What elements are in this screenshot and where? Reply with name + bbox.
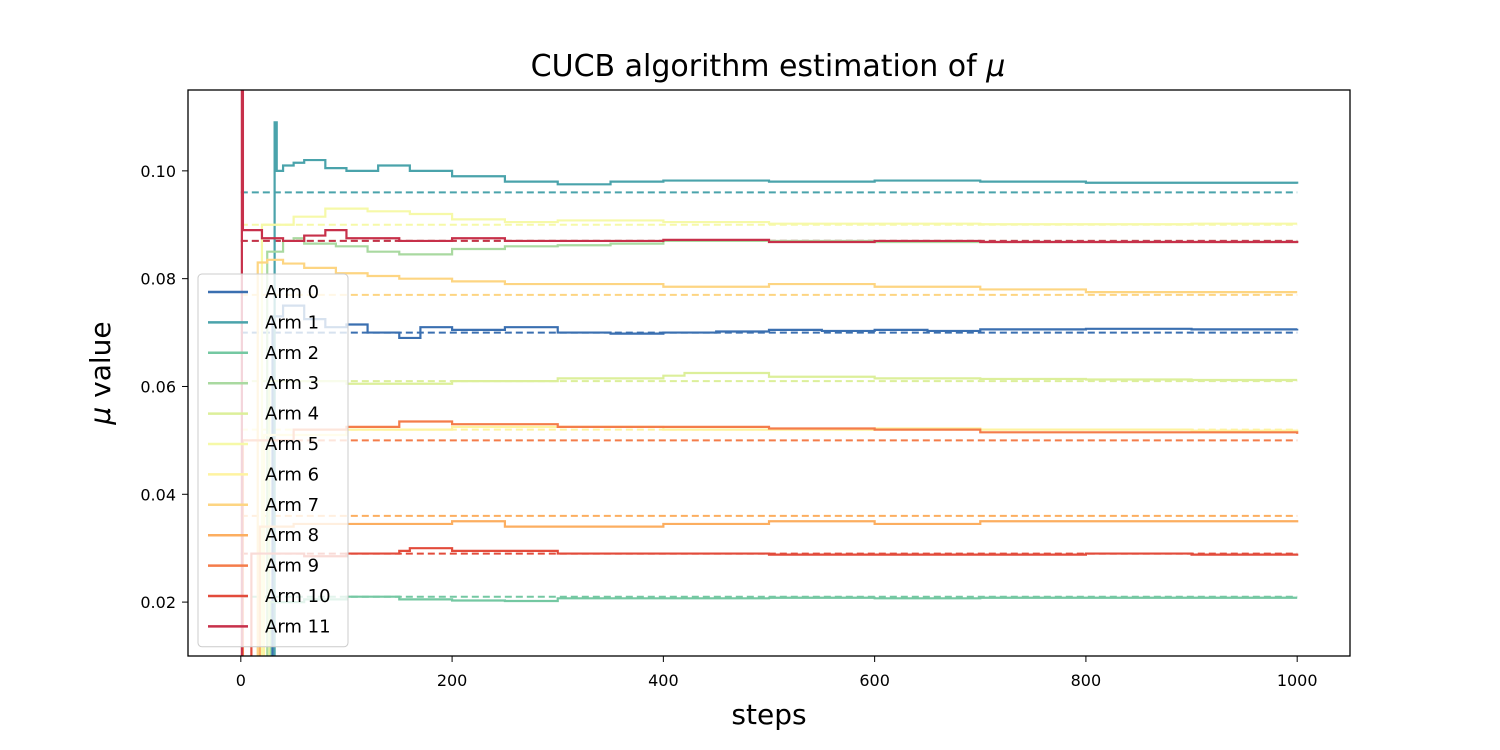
- legend-label: Arm 11: [265, 616, 331, 637]
- series-line: [268, 371, 1298, 656]
- legend-label: Arm 8: [265, 525, 319, 546]
- y-axis-title: μ value: [84, 321, 117, 425]
- y-tick-label: 0.10: [140, 162, 176, 181]
- legend-label: Arm 9: [265, 556, 319, 577]
- legend-label: Arm 3: [265, 373, 319, 394]
- x-axis: 0 200 400 600 800 1000: [236, 656, 1318, 690]
- legend-label: Arm 10: [265, 586, 331, 607]
- y-tick-label: 0.08: [140, 270, 176, 289]
- series-line: [240, 90, 1299, 656]
- y-axis: 0.02 0.04 0.06 0.08 0.10: [140, 162, 188, 612]
- legend-box: [197, 273, 349, 648]
- x-tick-label: 1000: [1277, 671, 1318, 690]
- chart-title: CUCB algorithm estimation of μ: [531, 49, 1006, 84]
- legend-label: Arm 7: [265, 495, 319, 516]
- legend-label: Arm 0: [265, 282, 319, 303]
- series-line: [256, 258, 1298, 656]
- plot-frame: [187, 89, 1351, 657]
- legend-label: Arm 1: [265, 312, 319, 333]
- x-tick-label: 0: [236, 671, 246, 690]
- y-tick-label: 0.04: [140, 485, 176, 504]
- legend-label: Arm 4: [265, 404, 319, 425]
- series-lines: [240, 90, 1299, 656]
- series-line: [273, 121, 1299, 656]
- y-tick-label: 0.02: [140, 593, 176, 612]
- x-tick-label: 400: [648, 671, 679, 690]
- legend-label: Arm 2: [265, 343, 319, 364]
- x-axis-title: steps: [731, 698, 806, 731]
- x-tick-label: 800: [1071, 671, 1102, 690]
- legend: Arm 0 Arm 1 Arm 2 Arm 3 Arm 4 Arm 5 Arm 6 Arm 7…: [197, 273, 349, 648]
- x-tick-label: 200: [437, 671, 468, 690]
- x-tick-label: 600: [859, 671, 890, 690]
- legend-label: Arm 5: [265, 434, 319, 455]
- series-line: [260, 207, 1298, 656]
- legend-label: Arm 6: [265, 464, 319, 485]
- y-tick-label: 0.06: [140, 377, 176, 396]
